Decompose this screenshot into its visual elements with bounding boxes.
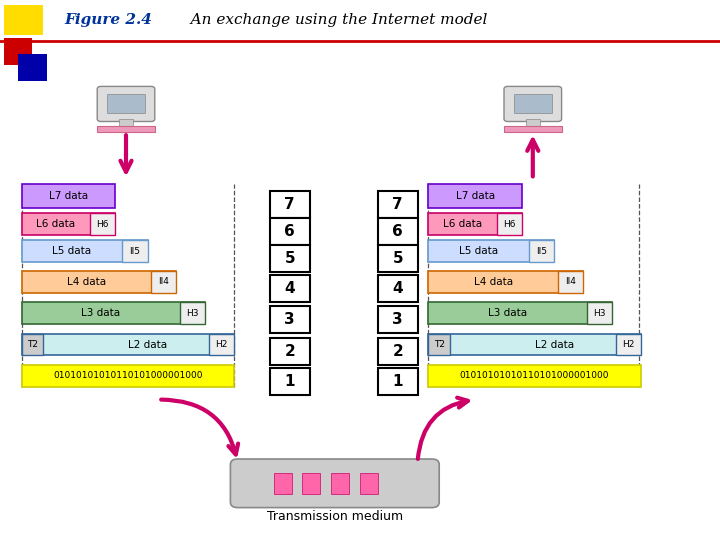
FancyBboxPatch shape (22, 213, 115, 235)
FancyBboxPatch shape (122, 240, 148, 262)
Text: L5 data: L5 data (53, 246, 91, 256)
Text: 3: 3 (392, 312, 403, 327)
FancyBboxPatch shape (587, 302, 612, 324)
FancyBboxPatch shape (331, 472, 349, 494)
FancyBboxPatch shape (504, 86, 562, 122)
FancyBboxPatch shape (270, 191, 310, 218)
Text: L5 data: L5 data (459, 246, 498, 256)
FancyBboxPatch shape (18, 54, 47, 81)
FancyBboxPatch shape (428, 240, 554, 262)
FancyBboxPatch shape (22, 365, 234, 387)
FancyBboxPatch shape (119, 119, 133, 127)
FancyBboxPatch shape (378, 275, 418, 302)
Text: H3: H3 (593, 309, 606, 318)
FancyBboxPatch shape (22, 271, 176, 293)
FancyBboxPatch shape (90, 213, 115, 235)
Text: L2 data: L2 data (128, 340, 167, 349)
Text: II5: II5 (130, 247, 140, 255)
FancyBboxPatch shape (270, 245, 310, 272)
Text: 4: 4 (392, 281, 403, 296)
Text: L4 data: L4 data (67, 277, 106, 287)
Text: L3 data: L3 data (81, 308, 120, 318)
FancyBboxPatch shape (22, 240, 148, 262)
Text: 6: 6 (392, 224, 403, 239)
Text: L4 data: L4 data (474, 277, 513, 287)
FancyBboxPatch shape (378, 245, 418, 272)
FancyBboxPatch shape (209, 334, 234, 355)
FancyBboxPatch shape (378, 368, 418, 395)
Text: L7 data: L7 data (49, 191, 88, 201)
Text: 2: 2 (284, 343, 295, 359)
Text: L6 data: L6 data (443, 219, 482, 229)
FancyBboxPatch shape (270, 218, 310, 245)
FancyBboxPatch shape (428, 334, 641, 355)
FancyBboxPatch shape (428, 334, 450, 355)
FancyBboxPatch shape (4, 5, 43, 35)
Text: 01010101010110101000001000: 01010101010110101000001000 (53, 372, 202, 380)
Text: Figure 2.4: Figure 2.4 (65, 14, 153, 28)
Text: L2 data: L2 data (535, 340, 574, 349)
FancyBboxPatch shape (529, 240, 554, 262)
FancyBboxPatch shape (22, 302, 205, 324)
Text: T2: T2 (433, 340, 445, 349)
Text: 2: 2 (392, 343, 403, 359)
Text: L7 data: L7 data (456, 191, 495, 201)
Text: H6: H6 (96, 220, 109, 228)
Text: 3: 3 (284, 312, 295, 327)
Text: 6: 6 (284, 224, 295, 239)
FancyBboxPatch shape (616, 334, 641, 355)
FancyBboxPatch shape (274, 472, 292, 494)
FancyBboxPatch shape (180, 302, 205, 324)
Text: H2: H2 (215, 340, 228, 349)
FancyBboxPatch shape (504, 126, 562, 132)
FancyBboxPatch shape (526, 119, 540, 127)
FancyBboxPatch shape (97, 86, 155, 122)
FancyBboxPatch shape (151, 271, 176, 293)
FancyBboxPatch shape (378, 191, 418, 218)
Text: L6 data: L6 data (36, 219, 76, 229)
Text: H2: H2 (622, 340, 634, 349)
Text: 5: 5 (284, 251, 295, 266)
Text: An exchange using the Internet model: An exchange using the Internet model (176, 14, 487, 28)
FancyBboxPatch shape (107, 94, 145, 113)
Text: L3 data: L3 data (488, 308, 527, 318)
Text: II4: II4 (565, 278, 576, 286)
FancyBboxPatch shape (428, 184, 522, 208)
Text: 1: 1 (284, 374, 295, 389)
Text: Transmission medium: Transmission medium (266, 510, 403, 523)
FancyBboxPatch shape (378, 338, 418, 364)
FancyBboxPatch shape (270, 275, 310, 302)
FancyBboxPatch shape (270, 338, 310, 364)
FancyBboxPatch shape (22, 184, 115, 208)
FancyBboxPatch shape (514, 94, 552, 113)
FancyBboxPatch shape (497, 213, 522, 235)
Text: H3: H3 (186, 309, 199, 318)
Text: 7: 7 (392, 197, 403, 212)
FancyBboxPatch shape (428, 302, 612, 324)
Text: 4: 4 (284, 281, 295, 296)
Text: 01010101010110101000001000: 01010101010110101000001000 (460, 372, 609, 380)
Text: H6: H6 (503, 220, 516, 228)
Text: 5: 5 (392, 251, 403, 266)
FancyBboxPatch shape (270, 368, 310, 395)
FancyBboxPatch shape (302, 472, 320, 494)
Text: 7: 7 (284, 197, 295, 212)
Text: II5: II5 (536, 247, 547, 255)
FancyBboxPatch shape (428, 365, 641, 387)
FancyBboxPatch shape (270, 306, 310, 333)
Text: T2: T2 (27, 340, 38, 349)
FancyBboxPatch shape (22, 334, 43, 355)
FancyBboxPatch shape (230, 459, 439, 508)
FancyBboxPatch shape (428, 213, 522, 235)
Text: II4: II4 (158, 278, 169, 286)
FancyBboxPatch shape (378, 306, 418, 333)
FancyBboxPatch shape (558, 271, 583, 293)
FancyBboxPatch shape (4, 38, 32, 65)
FancyBboxPatch shape (22, 334, 234, 355)
FancyBboxPatch shape (97, 126, 155, 132)
FancyBboxPatch shape (428, 271, 583, 293)
FancyBboxPatch shape (378, 218, 418, 245)
FancyBboxPatch shape (360, 472, 378, 494)
Text: 1: 1 (392, 374, 403, 389)
